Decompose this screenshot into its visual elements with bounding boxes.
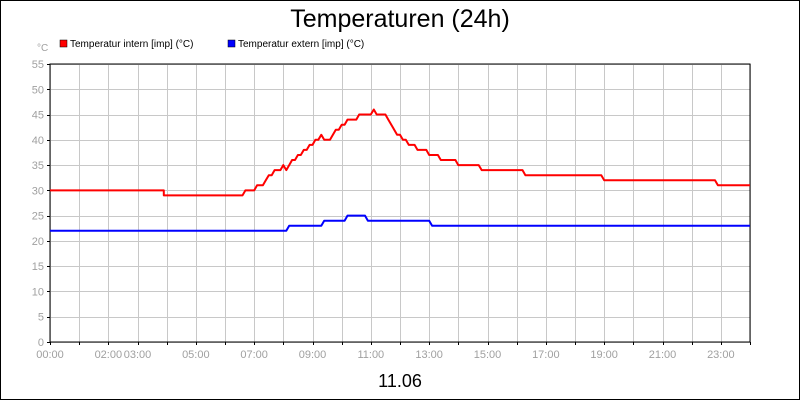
x-tick-label: 15:00 (474, 349, 502, 361)
x-tick-label: 23:00 (707, 349, 735, 361)
y-axis-ticks: 0 5 10 15 20 25 30 35 40 45 50 55 (32, 59, 50, 349)
y-tick-label: 35 (32, 160, 44, 172)
legend-swatch-2 (227, 39, 236, 48)
x-tick-label: 17:00 (532, 349, 560, 361)
legend-label-2: Temperatur extern [imp] (°C) (238, 39, 364, 50)
legend: Temperatur intern [imp] (°C) Temperatur e… (59, 39, 364, 50)
x-tick-label: 00:00 (36, 349, 64, 361)
x-tick-label: 05:00 (182, 349, 210, 361)
x-tick-label: 07:00 (240, 349, 268, 361)
y-tick-label: 50 (32, 84, 44, 96)
x-tick-label: 02:00 (95, 349, 123, 361)
x-tick-label: 21:00 (649, 349, 677, 361)
y-tick-label: 5 (38, 312, 44, 324)
x-tick-label: 11:00 (357, 349, 384, 361)
y-tick-label: 40 (32, 135, 44, 147)
x-axis-ticks: 00:00 02:00 03:00 05:00 07:00 09:00 11:00 13:00… (36, 342, 751, 361)
legend-label-1: Temperatur intern [imp] (°C) (70, 39, 193, 50)
x-tick-label: 09:00 (299, 349, 327, 361)
y-axis-unit: °C (37, 43, 48, 54)
x-tick-label: 03:00 (124, 349, 152, 361)
y-tick-label: 25 (32, 211, 44, 223)
y-tick-label: 45 (32, 110, 44, 122)
grid-lines (50, 64, 751, 343)
series-line-2 (50, 214, 750, 232)
x-tick-label: 19:00 (590, 349, 618, 361)
y-tick-label: 10 (32, 286, 44, 298)
y-tick-label: 0 (38, 337, 44, 349)
date-label: 11.06 (378, 371, 422, 391)
y-tick-label: 55 (32, 59, 44, 71)
series-line-1 (50, 108, 750, 197)
y-tick-label: 20 (32, 236, 44, 248)
x-tick-label: 13:00 (415, 349, 443, 361)
y-tick-label: 30 (32, 185, 44, 197)
legend-swatch-1 (59, 39, 68, 48)
y-tick-label: 15 (32, 261, 44, 273)
series-layer (50, 108, 750, 232)
chart-title: Temperaturen (24h) (290, 5, 510, 33)
